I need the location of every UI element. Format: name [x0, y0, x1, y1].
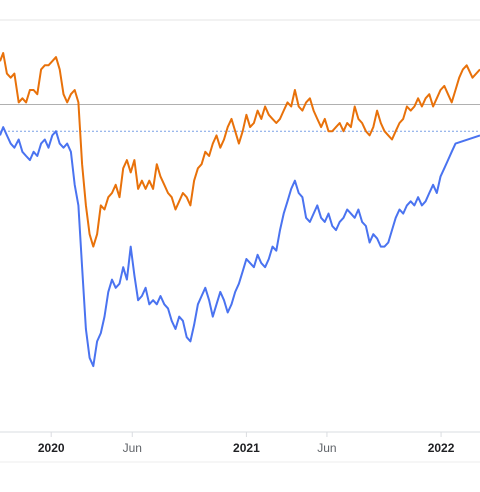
x-axis: 2020 Jun 2021 Jun 2022 — [0, 431, 480, 463]
series-layer — [0, 52, 480, 368]
x-tick-label: 2020 — [38, 441, 65, 455]
x-tick-label: 2022 — [428, 441, 455, 455]
x-tick-label: Jun — [123, 441, 142, 455]
grid-layer — [0, 19, 480, 433]
series-line-2 — [0, 126, 480, 368]
x-tick-label: Jun — [317, 441, 336, 455]
series-line-1 — [0, 52, 480, 248]
x-tick-label: 2021 — [233, 441, 260, 455]
